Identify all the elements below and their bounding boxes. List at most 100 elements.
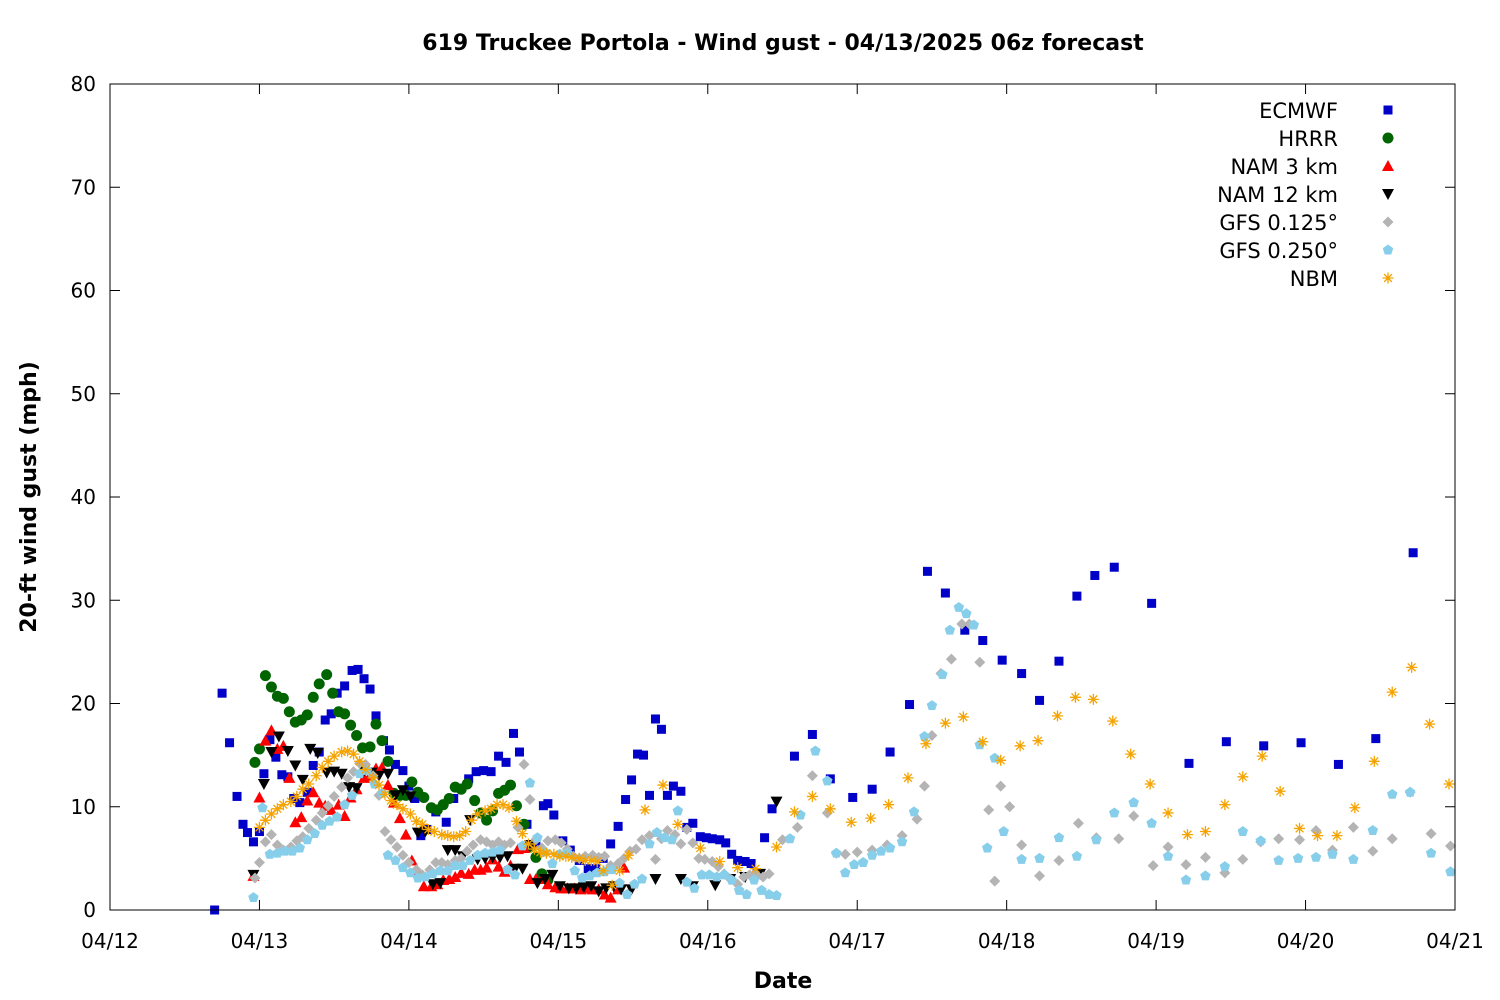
data-point bbox=[651, 827, 663, 838]
data-point bbox=[265, 681, 277, 693]
data-point bbox=[471, 767, 481, 777]
x-axis-label: Date bbox=[754, 969, 813, 994]
data-point bbox=[354, 755, 366, 767]
data-point bbox=[548, 848, 560, 860]
data-point bbox=[760, 833, 770, 843]
data-point bbox=[839, 848, 851, 860]
data-point bbox=[265, 808, 277, 820]
data-point bbox=[397, 803, 409, 815]
data-point bbox=[547, 858, 558, 868]
data-point bbox=[443, 792, 455, 804]
data-point bbox=[389, 790, 402, 802]
legend-marker bbox=[1382, 244, 1394, 255]
data-point bbox=[579, 854, 591, 866]
y-tick-label: 70 bbox=[71, 175, 96, 199]
chart-title: 619 Truckee Portola - Wind gust - 04/13/… bbox=[422, 31, 1144, 56]
data-point bbox=[583, 864, 593, 874]
data-point bbox=[516, 828, 528, 840]
data-point bbox=[908, 806, 920, 817]
data-point bbox=[467, 839, 479, 851]
legend-marker bbox=[1382, 272, 1394, 284]
data-point bbox=[662, 790, 672, 800]
data-point bbox=[822, 775, 833, 786]
data-point bbox=[399, 828, 412, 840]
x-tick-label: 04/21 bbox=[1426, 929, 1484, 953]
data-point bbox=[316, 762, 328, 774]
x-tick-label: 04/20 bbox=[1277, 929, 1335, 953]
data-point bbox=[732, 862, 744, 874]
data-point bbox=[420, 871, 431, 882]
data-point bbox=[675, 838, 687, 850]
data-point bbox=[1259, 741, 1269, 751]
data-point bbox=[416, 818, 428, 830]
data-point bbox=[1053, 854, 1065, 866]
data-point bbox=[1032, 735, 1044, 747]
data-point bbox=[712, 861, 724, 873]
data-point bbox=[351, 730, 363, 742]
data-point bbox=[321, 669, 333, 681]
data-point bbox=[740, 856, 750, 866]
data-point bbox=[379, 788, 391, 800]
data-point bbox=[706, 855, 718, 867]
data-point bbox=[259, 670, 271, 682]
data-point bbox=[1327, 848, 1338, 859]
data-point bbox=[672, 818, 684, 830]
data-point bbox=[1162, 841, 1174, 853]
data-point bbox=[845, 816, 857, 828]
data-point bbox=[968, 619, 980, 630]
data-point bbox=[271, 752, 281, 762]
plot-border bbox=[109, 83, 1456, 911]
data-point bbox=[509, 728, 518, 738]
data-point bbox=[573, 852, 585, 864]
data-point bbox=[370, 718, 382, 730]
data-point bbox=[411, 827, 424, 839]
data-point bbox=[806, 790, 818, 802]
data-point bbox=[313, 796, 326, 808]
data-point bbox=[232, 791, 242, 801]
axis-ticks: 04/12 04/13 04/14 04/15 04/16 04/17 04/18 04/19… bbox=[71, 72, 1484, 953]
data-point bbox=[391, 799, 403, 811]
data-point bbox=[1310, 851, 1322, 862]
data-point bbox=[328, 790, 340, 802]
data-point bbox=[397, 849, 409, 861]
data-point bbox=[271, 803, 283, 815]
data-point bbox=[960, 625, 970, 635]
data-point bbox=[621, 889, 633, 899]
data-point bbox=[331, 811, 343, 822]
data-point bbox=[410, 793, 420, 803]
y-tick-label: 10 bbox=[71, 795, 96, 819]
data-point bbox=[339, 799, 350, 810]
data-point bbox=[253, 743, 265, 755]
data-point bbox=[510, 815, 522, 827]
data-point bbox=[277, 692, 289, 704]
legend-marker bbox=[1383, 105, 1393, 115]
data-point bbox=[920, 738, 932, 750]
data-point bbox=[940, 588, 950, 598]
data-point bbox=[831, 847, 842, 858]
data-point bbox=[385, 795, 397, 807]
data-point bbox=[304, 743, 317, 755]
data-point bbox=[505, 837, 517, 849]
data-point bbox=[1180, 859, 1192, 871]
data-point bbox=[555, 837, 567, 849]
data-point bbox=[501, 851, 514, 863]
data-point bbox=[585, 854, 597, 866]
data-point bbox=[248, 837, 258, 847]
data-point bbox=[1273, 833, 1285, 845]
data-point bbox=[633, 749, 643, 759]
data-point bbox=[560, 850, 572, 862]
data-point bbox=[307, 786, 320, 798]
data-point bbox=[289, 760, 302, 772]
data-point bbox=[998, 826, 1009, 836]
data-point bbox=[1035, 695, 1045, 705]
data-point bbox=[327, 687, 339, 699]
data-point bbox=[277, 799, 289, 811]
data-point bbox=[297, 783, 309, 795]
data-point bbox=[302, 787, 312, 797]
data-point bbox=[360, 764, 372, 776]
data-point bbox=[606, 864, 618, 875]
data-point bbox=[644, 838, 655, 849]
data-point bbox=[301, 794, 314, 806]
data-point bbox=[1054, 656, 1064, 666]
